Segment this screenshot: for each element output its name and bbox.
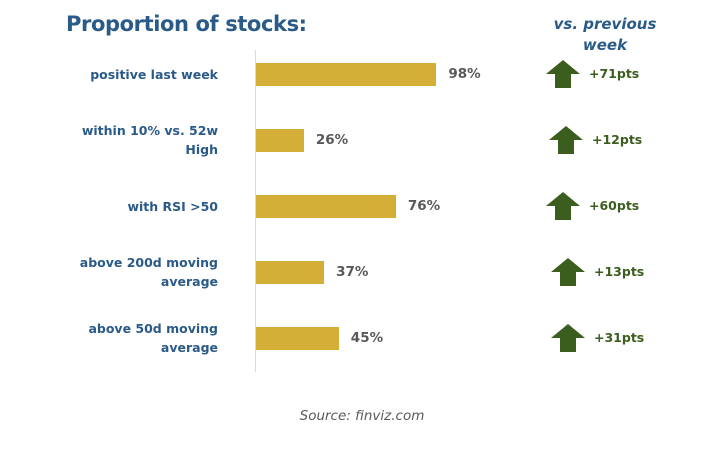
category-label: within 10% vs. 52w High bbox=[81, 123, 218, 157]
up-arrow-icon bbox=[549, 126, 583, 154]
change-label: +13pts bbox=[594, 264, 645, 279]
change-label: +60pts bbox=[589, 198, 640, 213]
bar-value-label: 76% bbox=[407, 197, 441, 214]
category-axis-line bbox=[255, 50, 256, 372]
source-note: Source: finviz.com bbox=[299, 408, 425, 424]
up-arrow-icon bbox=[546, 60, 580, 88]
change-label: +31pts bbox=[594, 330, 645, 345]
bar bbox=[256, 62, 437, 86]
change-label: +71pts bbox=[589, 66, 640, 81]
category-label: above 200d moving average bbox=[79, 255, 218, 289]
up-arrow-icon bbox=[551, 324, 585, 352]
change-column-header: vs. previous week bbox=[553, 15, 657, 54]
bar-value-label: 26% bbox=[315, 131, 349, 148]
bar-value-label: 45% bbox=[350, 329, 384, 346]
category-label: with RSI >50 bbox=[127, 198, 218, 214]
bar bbox=[256, 260, 325, 284]
bar bbox=[256, 128, 304, 152]
up-arrow-icon bbox=[551, 258, 585, 286]
bar bbox=[256, 326, 339, 350]
category-label: positive last week bbox=[90, 66, 218, 82]
change-label: +12pts bbox=[592, 132, 643, 147]
up-arrow-icon bbox=[546, 192, 580, 220]
category-label: above 50d moving average bbox=[88, 321, 218, 355]
chart-title: Proportion of stocks: bbox=[66, 12, 307, 36]
bar bbox=[256, 194, 396, 218]
bar-value-label: 37% bbox=[336, 263, 369, 280]
bar-value-label: 98% bbox=[448, 65, 481, 82]
